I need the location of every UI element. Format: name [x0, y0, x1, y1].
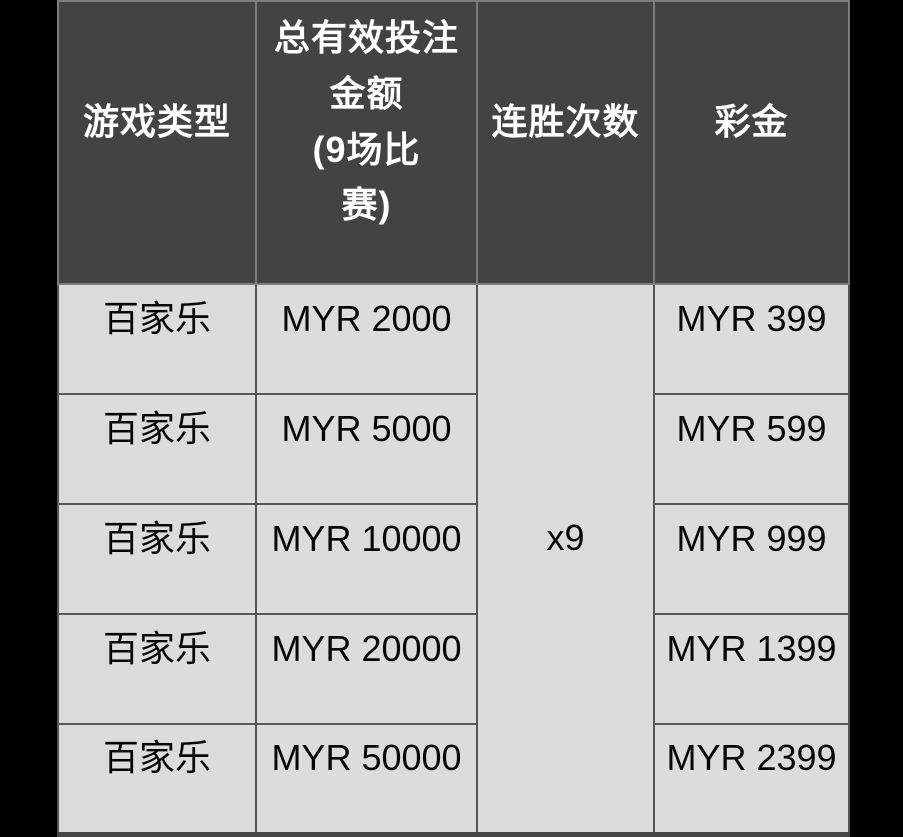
bonus-amount-cell: MYR 599	[653, 393, 850, 506]
table-row: 百家乐 MYR 10000 MYR 999	[57, 503, 850, 616]
table-row: 百家乐 MYR 20000 MYR 1399	[57, 613, 850, 726]
bonus-amount-cell: MYR 399	[653, 283, 850, 396]
col-header-total-valid-bet: 总有效投注 金额 (9场比 赛)	[255, 0, 478, 286]
bonus-amount-cell: MYR 2399	[653, 723, 850, 836]
game-type-cell: 百家乐	[57, 613, 257, 726]
streak-count-cell: x9	[476, 283, 655, 836]
bonus-amount-cell: MYR 999	[653, 503, 850, 616]
bonus-amount-cell: MYR 1399	[653, 613, 850, 726]
table-row: 百家乐 MYR 50000 MYR 2399	[57, 723, 850, 836]
bet-amount-cell: MYR 20000	[255, 613, 478, 726]
bonus-table: 游戏类型 总有效投注 金额 (9场比 赛) 连胜次数 彩金 百家乐 MYR 20…	[57, 0, 850, 837]
bet-amount-cell: MYR 10000	[255, 503, 478, 616]
table-row: 百家乐 MYR 2000 x9 MYR 399	[57, 283, 850, 836]
bet-amount-cell: MYR 2000	[255, 283, 478, 396]
col-header-bonus: 彩金	[653, 0, 850, 286]
bet-amount-cell: MYR 50000	[255, 723, 478, 836]
table-row: 百家乐 MYR 5000 MYR 599	[57, 393, 850, 506]
bet-amount-cell: MYR 5000	[255, 393, 478, 506]
col-header-streak-count: 连胜次数	[476, 0, 655, 286]
col-header-game-type: 游戏类型	[57, 0, 257, 286]
game-type-cell: 百家乐	[57, 393, 257, 506]
header-row: 游戏类型 总有效投注 金额 (9场比 赛) 连胜次数 彩金	[57, 0, 850, 286]
game-type-cell: 百家乐	[57, 503, 257, 616]
game-type-cell: 百家乐	[57, 283, 257, 396]
game-type-cell: 百家乐	[57, 723, 257, 836]
